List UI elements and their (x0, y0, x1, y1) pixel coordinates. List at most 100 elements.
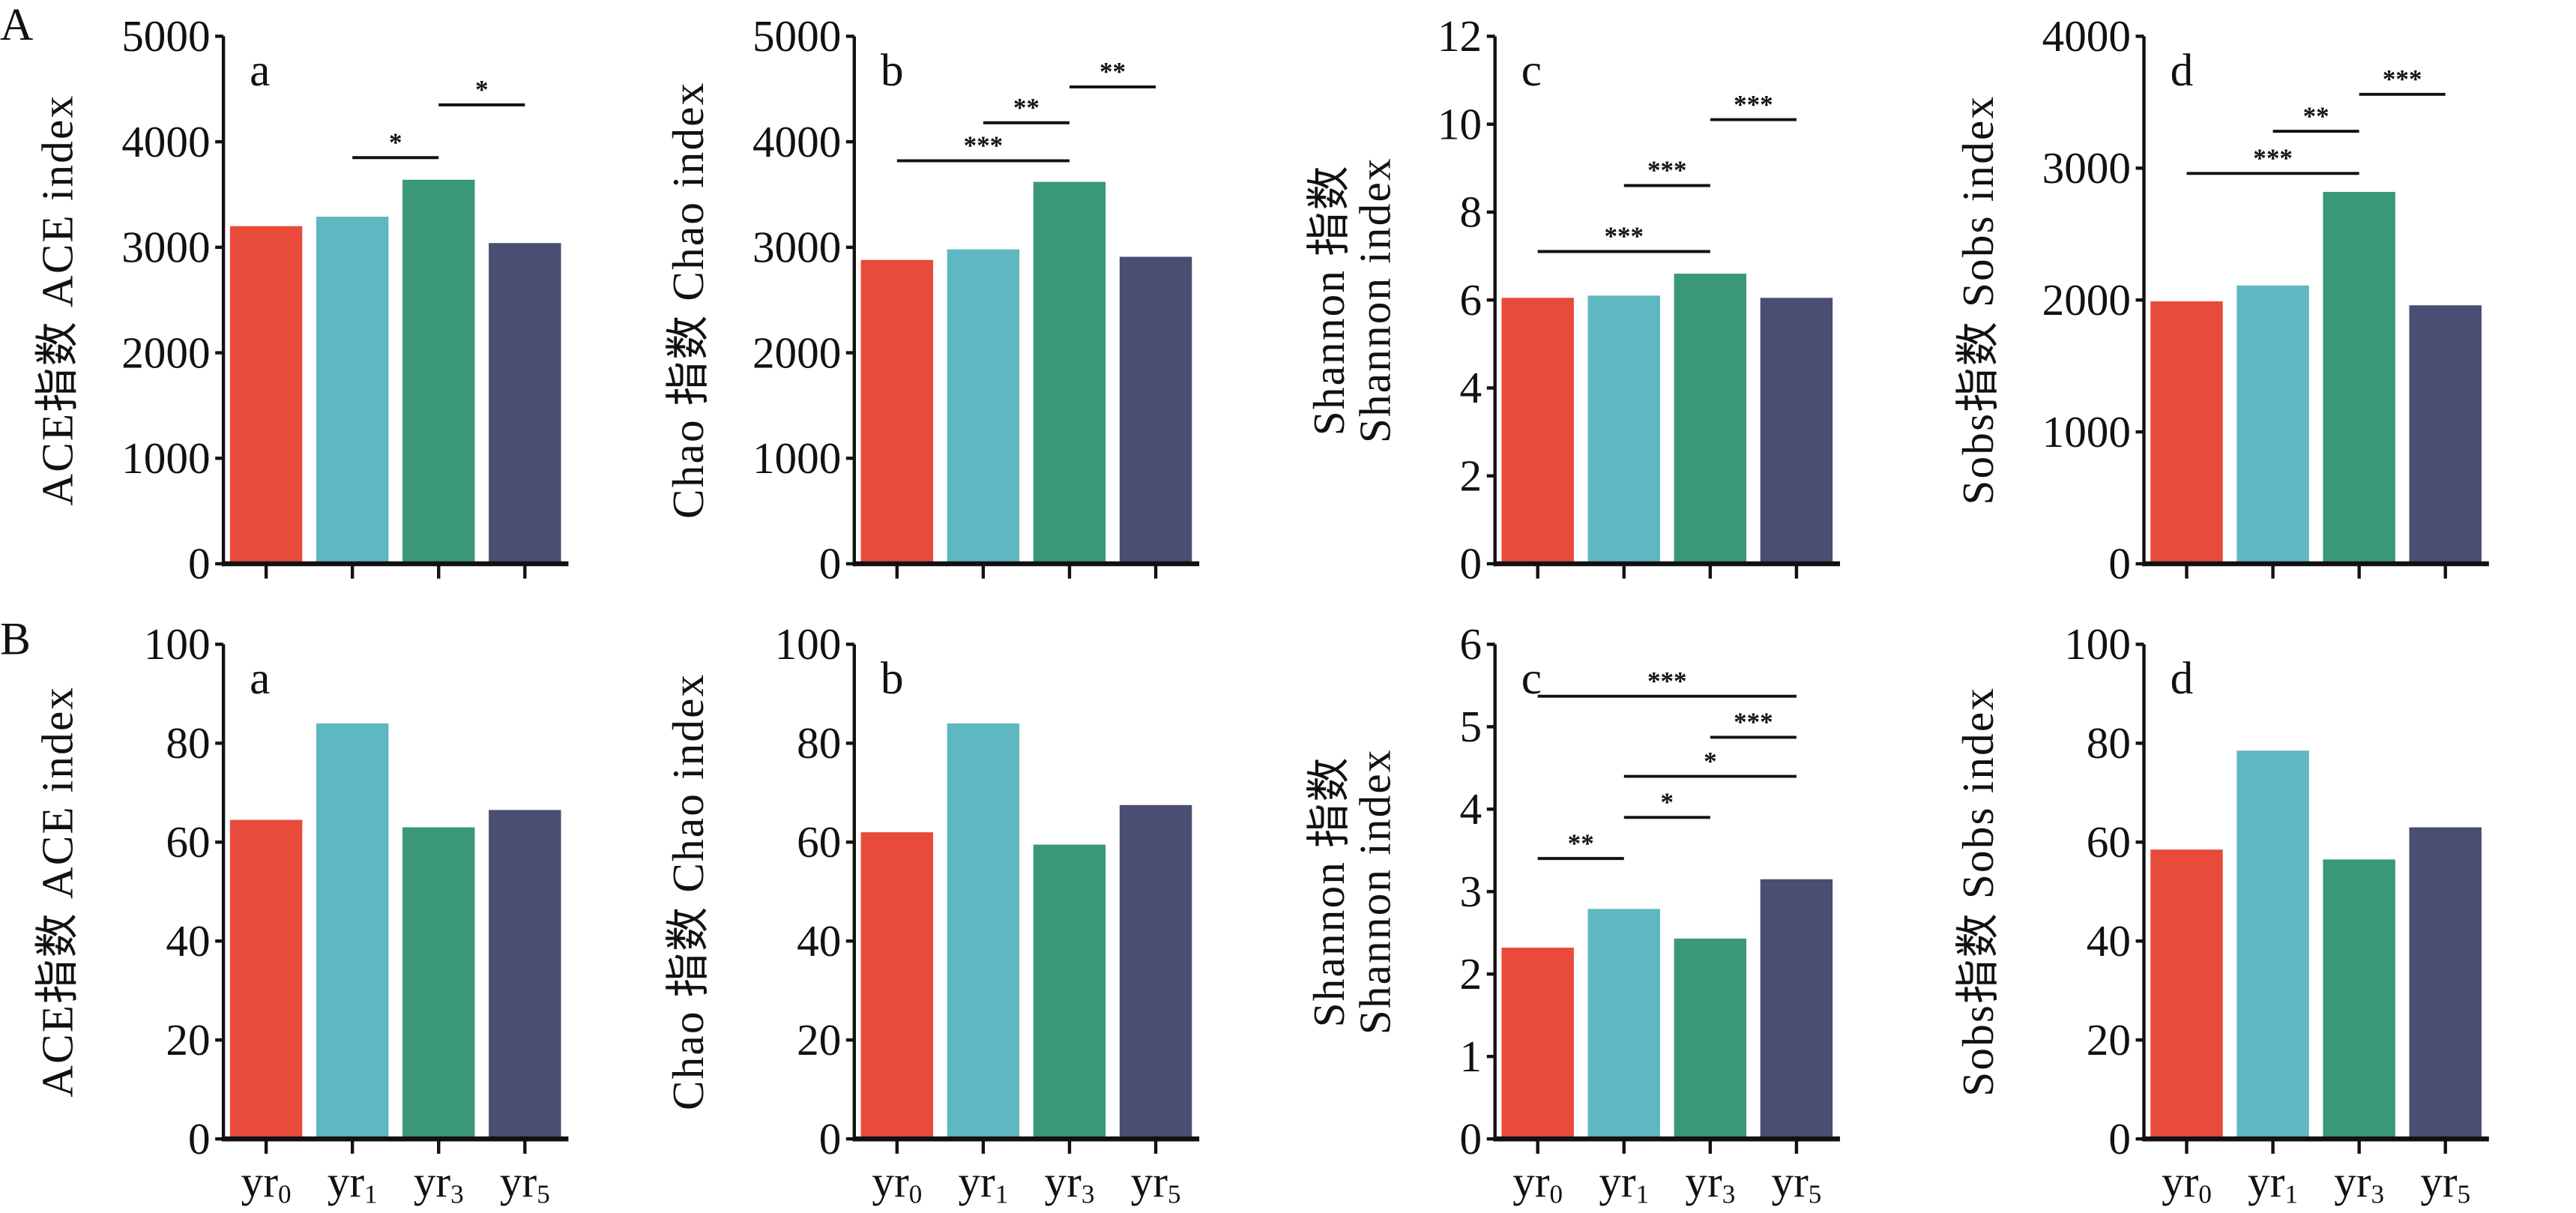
y-tick-label: 1000 (121, 433, 210, 483)
panel-letter: a (250, 45, 270, 96)
y-tick-label: 4000 (752, 117, 841, 166)
panel-letter: d (2171, 653, 2194, 704)
bar-yr5 (2409, 305, 2482, 565)
y-tick-label: 2 (1460, 451, 1482, 500)
y-tick-label: 2 (1460, 949, 1482, 999)
bar-yr3 (2323, 191, 2395, 565)
y-tick-label: 5000 (121, 11, 210, 61)
panel-letter: b (881, 45, 904, 96)
bar-yr0 (1501, 948, 1574, 1140)
bar-yr0 (860, 832, 934, 1140)
significance-label: *** (964, 131, 1004, 160)
panel-B-d: 0 20 40 60 80 100 yr0 yr1 yr3 yr5 d Sobs指数 Sobs ind… (1953, 619, 2489, 1209)
y-tick-label: 40 (166, 916, 210, 966)
y-tick-label: 20 (166, 1015, 210, 1065)
significance-label: * (1704, 747, 1717, 776)
panel-B-b: 0 20 40 60 80 100 yr0 yr1 yr3 yr5 b Chao 指数 Chao in… (663, 619, 1200, 1209)
y-axis-label: Chao 指数 Chao index (663, 81, 713, 518)
bar-yr1 (947, 249, 1020, 565)
y-tick-label: 4 (1460, 784, 1482, 834)
y-tick-label: 0 (188, 539, 211, 589)
y-tick-label: 100 (775, 619, 842, 669)
y-tick-label: 5000 (752, 11, 841, 61)
y-axis-label: Sobs指数 Sobs index (1953, 95, 2003, 505)
y-tick-label: 8 (1460, 187, 1482, 237)
y-tick-label: 4000 (121, 117, 210, 166)
x-tick-label-yr1: yr1 (328, 1157, 378, 1209)
y-tick-label: 0 (1460, 1114, 1482, 1164)
panel-letter: b (881, 653, 904, 704)
x-tick-label-yr1: yr1 (2248, 1157, 2298, 1209)
panel-A-b: 0 1000 2000 3000 4000 5000 b Chao 指数 Chao index… (663, 11, 1200, 589)
significance-label: *** (1647, 666, 1687, 696)
y-tick-label: 0 (1460, 539, 1482, 589)
significance-label: *** (1734, 708, 1773, 737)
y-tick-label: 6 (1460, 275, 1482, 325)
y-tick-label: 3000 (121, 223, 210, 272)
bar-yr3 (402, 179, 475, 565)
bar-yr5 (489, 810, 561, 1140)
bar-yr1 (2236, 285, 2309, 565)
x-tick-label-yr5: yr5 (500, 1157, 550, 1209)
y-tick-label: 2000 (752, 328, 841, 377)
significance-label: *** (1604, 222, 1644, 251)
y-tick-label: 60 (797, 817, 841, 867)
y-tick-label: 60 (166, 817, 210, 867)
y-tick-label: 0 (188, 1114, 211, 1164)
bar-yr0 (229, 226, 303, 565)
panel-A-a: 0 1000 2000 3000 4000 5000 a ACE指数 ACE index * * (32, 11, 569, 589)
y-axis-label-line: Shannon 指数 (1304, 164, 1354, 436)
bar-yr0 (1501, 298, 1574, 565)
y-tick-label: 0 (819, 539, 842, 589)
y-tick-label: 1000 (752, 433, 841, 483)
y-axis-label-line: Shannon index (1350, 748, 1399, 1035)
y-tick-label: 1000 (2042, 407, 2131, 457)
x-tick-label-yr3: yr3 (1045, 1157, 1095, 1209)
significance-label: * (475, 75, 489, 104)
y-axis-label-line: Shannon index (1350, 157, 1399, 443)
y-tick-label: 3 (1460, 867, 1482, 916)
y-tick-label: 2000 (121, 328, 210, 377)
bar-yr5 (2409, 827, 2482, 1140)
bar-yr3 (1033, 181, 1106, 565)
significance-label: *** (1647, 156, 1687, 185)
row-label: B (0, 614, 31, 665)
y-tick-label: 20 (2087, 1015, 2131, 1065)
y-tick-label: 100 (2064, 619, 2131, 669)
bar-yr0 (2150, 301, 2223, 565)
y-axis-label: Chao 指数 Chao index (663, 673, 713, 1110)
y-tick-label: 6 (1460, 619, 1482, 669)
x-tick-label-yr3: yr3 (1685, 1157, 1735, 1209)
y-tick-label: 4000 (2042, 11, 2131, 61)
x-tick-label-yr1: yr1 (958, 1157, 1008, 1209)
y-tick-label: 0 (2108, 539, 2131, 589)
y-tick-label: 40 (2087, 916, 2131, 966)
x-tick-label-yr5: yr5 (1131, 1157, 1181, 1209)
y-axis-label: ACE指数 ACE index (32, 94, 82, 506)
y-tick-label: 2000 (2042, 275, 2131, 325)
y-tick-label: 3000 (2042, 143, 2131, 193)
y-tick-label: 1 (1460, 1032, 1482, 1081)
row-label: A (0, 0, 33, 50)
panel-B-a: 0 20 40 60 80 100 yr0 yr1 yr3 yr5 a ACE指数 ACE index (32, 619, 569, 1209)
x-tick-label-yr1: yr1 (1599, 1157, 1649, 1209)
y-tick-label: 20 (797, 1015, 841, 1065)
x-tick-label-yr0: yr0 (872, 1157, 922, 1209)
bar-yr3 (402, 827, 475, 1140)
bar-yr5 (1119, 256, 1192, 565)
bar-yr3 (2323, 859, 2395, 1140)
panel-letter: c (1521, 45, 1542, 96)
bar-yr5 (489, 243, 561, 565)
x-tick-label-yr0: yr0 (241, 1157, 292, 1209)
significance-label: * (389, 127, 402, 157)
bar-yr0 (860, 259, 934, 565)
bar-yr3 (1674, 938, 1747, 1140)
y-tick-label: 80 (166, 718, 210, 768)
y-tick-label: 80 (2087, 718, 2131, 768)
x-tick-label-yr3: yr3 (414, 1157, 464, 1209)
bar-yr1 (316, 217, 389, 565)
significance-label: ** (1568, 828, 1594, 858)
